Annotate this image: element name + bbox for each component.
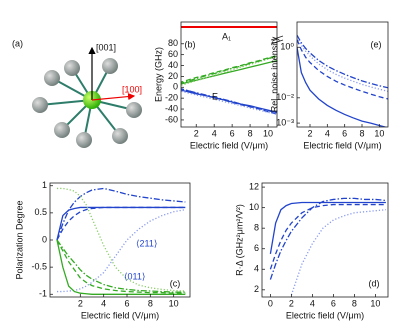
x-tick-label: 8 xyxy=(148,298,153,308)
y-tick-label: 6 xyxy=(254,243,259,253)
series-line xyxy=(269,203,386,270)
series-line xyxy=(269,197,386,280)
series-line xyxy=(56,239,186,293)
y-tick-label: 10⁻³ xyxy=(276,117,294,127)
y-axis-label: R·Δ (GHz²μm²/V²) xyxy=(234,204,244,276)
series-line xyxy=(297,39,388,100)
y-axis-label: Energy (GHz) xyxy=(153,47,163,102)
y-tick-label: -1 xyxy=(39,289,47,299)
series-line xyxy=(290,209,386,296)
axis-break xyxy=(270,35,284,41)
panel-label: (e) xyxy=(371,39,382,49)
y-tick-label: 4 xyxy=(254,264,259,274)
plot-area xyxy=(269,197,386,296)
y-tick-label: 10 xyxy=(249,202,259,212)
y-tick-label: 0.5 xyxy=(34,207,47,217)
y-tick-label: 0 xyxy=(173,82,178,92)
series-line xyxy=(269,201,386,254)
series-line xyxy=(56,239,186,295)
x-axis-label: Electric field (V/μm) xyxy=(81,310,159,320)
panel-label: (b) xyxy=(185,39,196,49)
y-tick-label: -40 xyxy=(165,103,178,113)
y-tick-label: 80 xyxy=(168,38,178,48)
y-tick-label: 12 xyxy=(249,181,259,191)
series-line xyxy=(181,56,277,87)
y-tick-label: 10⁻² xyxy=(276,92,294,102)
annotation: ⟨011⟩ xyxy=(124,271,145,281)
y-tick-label: 60 xyxy=(168,49,178,59)
y-tick-label: -20 xyxy=(165,93,178,103)
x-tick-label: 2 xyxy=(307,128,312,138)
x-axis-label: Electric field (V/μm) xyxy=(190,140,268,150)
panel-label: (c) xyxy=(170,278,181,288)
x-tick-label: 6 xyxy=(331,298,336,308)
y-tick-label: 0 xyxy=(42,234,47,244)
plot-area xyxy=(181,55,277,116)
x-tick-label: 2 xyxy=(289,298,294,308)
panel-label: (d) xyxy=(369,278,380,288)
plot-frame xyxy=(296,21,389,128)
plot-frame xyxy=(261,182,389,298)
x-tick-label: 6 xyxy=(230,128,235,138)
series-line xyxy=(56,187,186,241)
plot-area xyxy=(297,34,388,127)
y-tick-label: 10⁰ xyxy=(280,42,294,52)
x-tick-label: 2 xyxy=(194,128,199,138)
series-line xyxy=(297,34,388,89)
series-line xyxy=(181,59,277,85)
series-line xyxy=(181,90,277,116)
y-axis-label: Polarization Degree xyxy=(14,200,24,279)
y-tick-label: 2 xyxy=(254,284,259,294)
plot-frame xyxy=(180,21,278,128)
series-line xyxy=(297,36,388,92)
annotation: ⟨211⟩ xyxy=(136,238,157,248)
x-tick-label: 4 xyxy=(325,128,330,138)
molecule-diagram: (a) [001] [100] xyxy=(12,38,142,148)
series-line xyxy=(181,55,277,84)
series-line xyxy=(181,87,277,114)
series-line xyxy=(57,187,186,292)
series-line xyxy=(56,206,186,241)
series-line xyxy=(56,206,186,241)
y-axis-label: Rel. noise intensity xyxy=(269,36,279,112)
x-tick-label: 8 xyxy=(248,128,253,138)
annotation: A₁ xyxy=(222,31,231,41)
x-tick-label: 6 xyxy=(124,298,129,308)
x-tick-label: 2 xyxy=(78,298,83,308)
series-line xyxy=(57,208,186,293)
x-axis-label: Electric field (V/μm) xyxy=(286,310,364,320)
x-tick-label: 10 xyxy=(374,128,384,138)
x-tick-label: 4 xyxy=(101,298,106,308)
y-tick-label: -60 xyxy=(165,114,178,124)
x-tick-label: 10 xyxy=(370,298,380,308)
y-tick-label: -0.5 xyxy=(31,262,47,272)
plot-area xyxy=(56,187,186,295)
x-tick-label: 8 xyxy=(359,128,364,138)
axis-break xyxy=(270,39,284,45)
x-tick-label: 10 xyxy=(169,298,179,308)
series-line xyxy=(56,239,186,294)
y-tick-label: 40 xyxy=(168,60,178,70)
x-tick-label: 10 xyxy=(263,128,273,138)
x-axis-label: Electric field (V/μm) xyxy=(303,140,381,150)
x-tick-label: 4 xyxy=(310,298,315,308)
x-tick-label: 0 xyxy=(268,298,273,308)
y-tick-label: 1 xyxy=(42,180,47,190)
panel-label: (a) xyxy=(12,38,23,48)
axis-label-100: [100] xyxy=(122,84,142,94)
y-tick-label: 8 xyxy=(254,223,259,233)
x-tick-label: 4 xyxy=(212,128,217,138)
y-tick-label: 20 xyxy=(168,71,178,81)
axis-label-001: [001] xyxy=(96,42,116,52)
x-tick-label: 6 xyxy=(342,128,347,138)
x-tick-label: 8 xyxy=(352,298,357,308)
annotation: E xyxy=(212,91,218,101)
series-line xyxy=(297,47,388,127)
